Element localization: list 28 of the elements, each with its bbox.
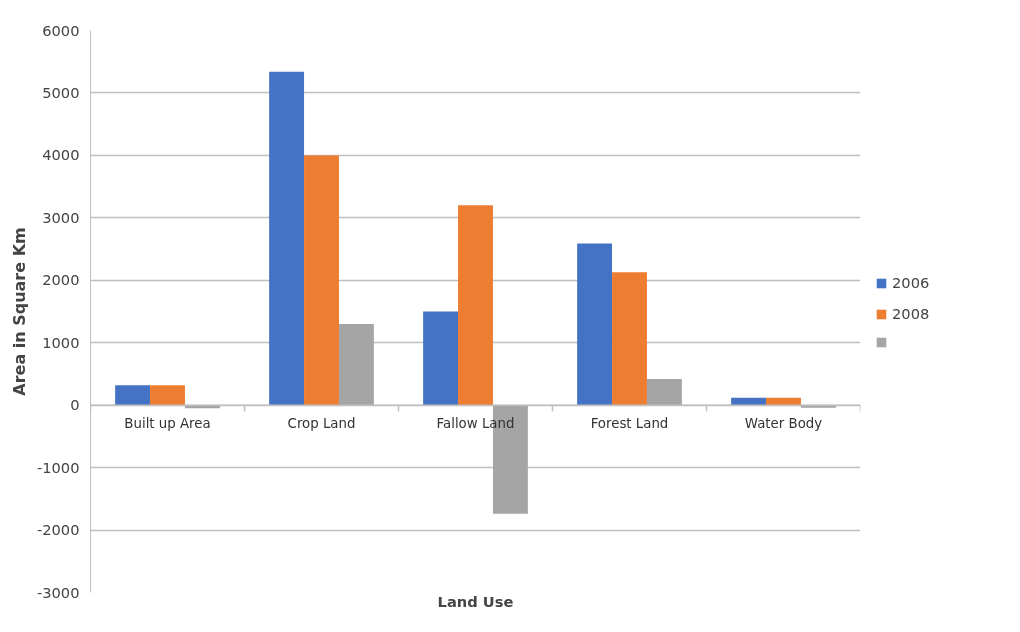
legend-label: 2006: [892, 274, 930, 291]
y-tick-label: 6000: [42, 21, 80, 39]
bar: [423, 311, 459, 406]
legend-label: 2008: [892, 305, 930, 322]
bar: [115, 385, 151, 406]
bar: [269, 71, 305, 406]
y-tick-label: 2000: [42, 271, 80, 289]
bar: [646, 378, 682, 406]
x-tick-label: Forest Land: [590, 416, 669, 432]
y-tick-label: 5000: [42, 83, 80, 101]
bar: [304, 155, 339, 406]
y-tick-label: 4000: [42, 146, 80, 164]
y-tick-label: 0: [70, 396, 80, 414]
bar: [577, 243, 613, 406]
y-axis-title: Area in Square Km: [9, 227, 29, 396]
bar: [338, 323, 374, 406]
y-tick-label: 3000: [42, 208, 80, 226]
x-tick-label: Built up Area: [124, 416, 211, 432]
y-tick-label: -3000: [36, 583, 80, 601]
y-tick-label: -1000: [36, 458, 80, 476]
bar: [458, 205, 493, 406]
y-tick-label: 1000: [42, 333, 80, 351]
y-tick-label: -2000: [36, 521, 80, 539]
bar: [612, 272, 647, 406]
x-tick-label: Crop Land: [287, 416, 356, 432]
bar: [150, 385, 185, 406]
x-tick-label: Water Body: [744, 416, 823, 432]
x-axis-title: Land Use: [437, 592, 514, 610]
